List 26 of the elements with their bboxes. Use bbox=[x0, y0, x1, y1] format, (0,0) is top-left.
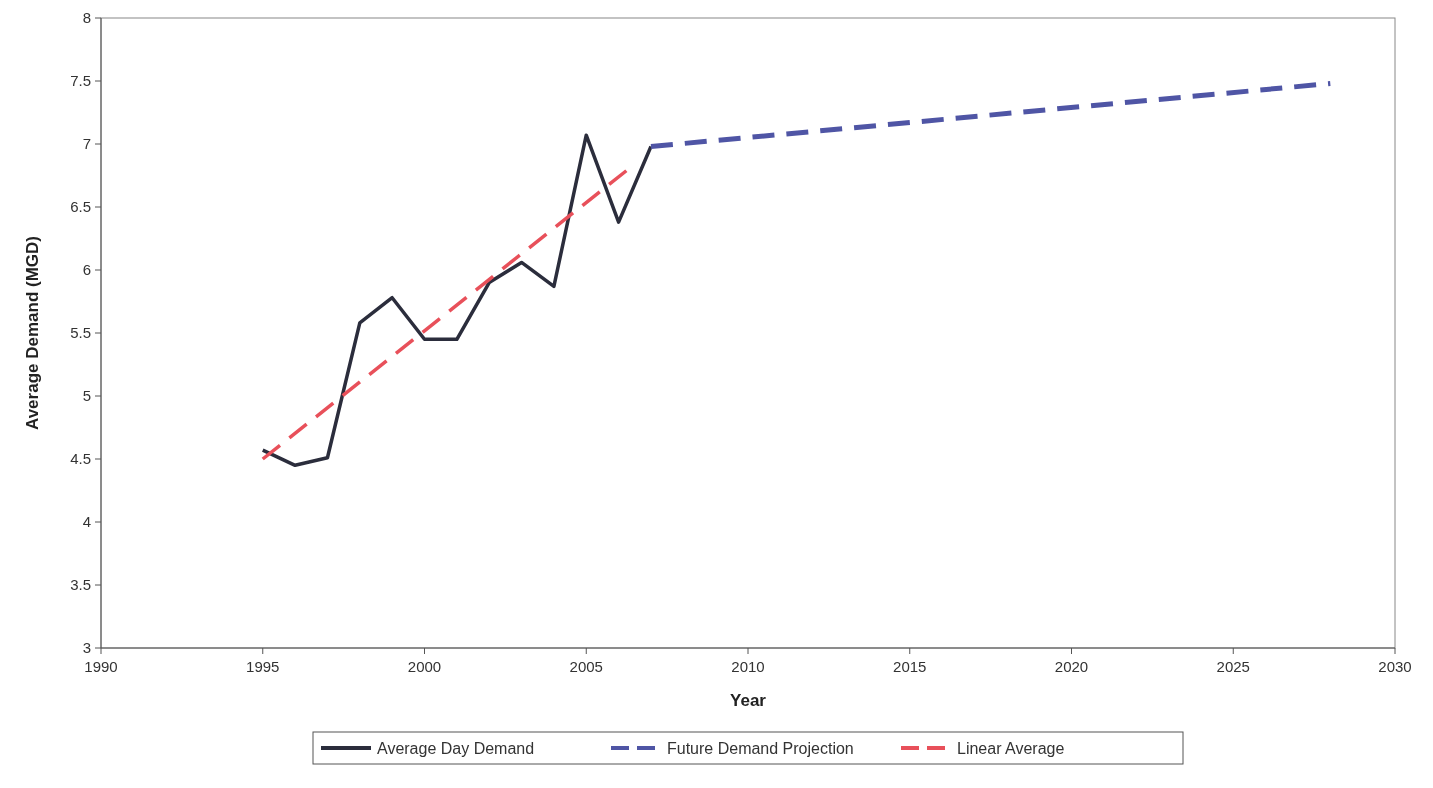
legend-label: Future Demand Projection bbox=[667, 739, 854, 757]
x-tick-label: 2010 bbox=[731, 658, 765, 675]
y-tick-label: 4 bbox=[82, 513, 91, 531]
legend-label: Linear Average bbox=[957, 739, 1065, 757]
y-tick-label: 6 bbox=[82, 261, 91, 279]
y-tick-label: 5.5 bbox=[70, 324, 91, 342]
x-tick-label: 2000 bbox=[407, 658, 442, 675]
y-tick-label: 5 bbox=[82, 387, 91, 405]
y-tick-label: 4.5 bbox=[70, 450, 91, 468]
y-tick-label: 7 bbox=[82, 135, 91, 153]
x-axis-title: Year bbox=[730, 691, 767, 710]
x-tick-label: 2020 bbox=[1054, 658, 1089, 675]
x-tick-label: 1990 bbox=[84, 658, 118, 675]
x-tick-label: 1995 bbox=[246, 658, 280, 675]
y-tick-label: 3.5 bbox=[70, 576, 91, 594]
y-axis-title: Average Demand (MGD) bbox=[23, 236, 42, 430]
y-tick-label: 8 bbox=[82, 9, 91, 27]
line-series bbox=[261, 133, 653, 468]
y-tick-label: 6.5 bbox=[70, 198, 91, 216]
y-tick-label: 7.5 bbox=[70, 72, 91, 90]
x-tick-label: 2005 bbox=[569, 658, 603, 675]
x-tick-label: 2025 bbox=[1216, 658, 1250, 675]
x-tick-label: 2015 bbox=[893, 658, 927, 675]
x-tick-label: 2030 bbox=[1378, 658, 1412, 675]
legend-label: Average Day Demand bbox=[377, 739, 535, 757]
y-tick-label: 3 bbox=[82, 639, 91, 657]
